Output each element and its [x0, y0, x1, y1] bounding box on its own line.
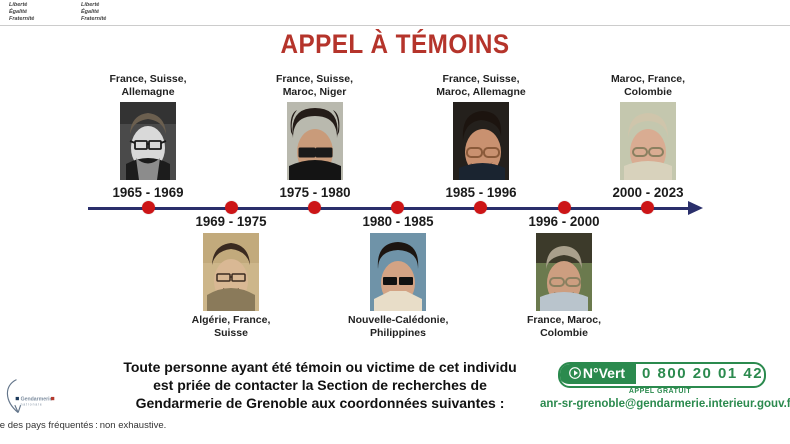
svg-text:Gendarmerie: Gendarmerie: [21, 397, 53, 403]
svg-text:nationale: nationale: [21, 403, 43, 407]
